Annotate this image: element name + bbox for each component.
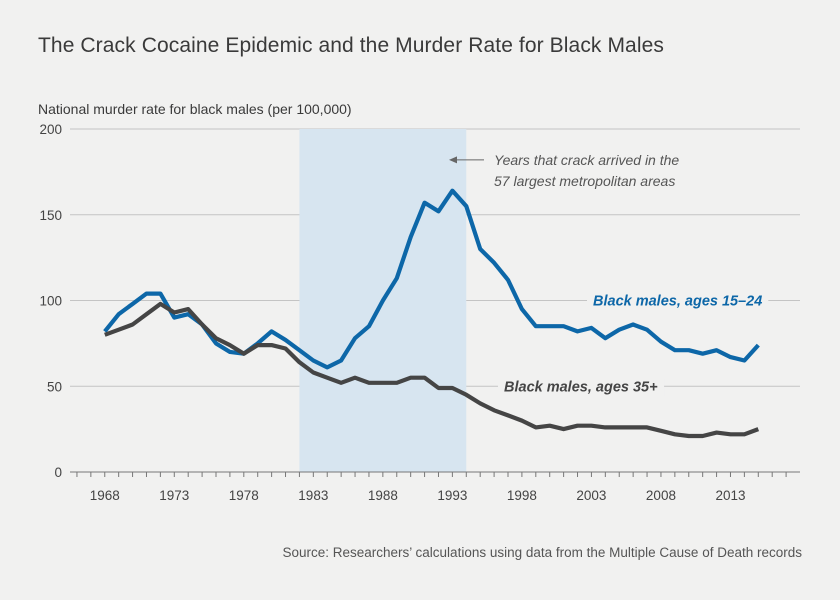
x-tick-1993: 1993 xyxy=(437,488,467,503)
x-tick-1983: 1983 xyxy=(298,488,328,503)
annotation-arrow-head xyxy=(449,156,457,164)
shaded-region-annotation: Years that crack arrived in the 57 large… xyxy=(449,152,679,189)
source-note: Source: Researchers’ calculations using … xyxy=(282,545,802,560)
x-tick-1968: 1968 xyxy=(90,488,120,503)
x-tick-2008: 2008 xyxy=(646,488,676,503)
series-label-background-35-plus xyxy=(498,378,665,397)
x-tick-1973: 1973 xyxy=(159,488,189,503)
x-tick-2013: 2013 xyxy=(715,488,745,503)
series-line-0 xyxy=(103,188,760,370)
series-line-1 xyxy=(104,301,760,439)
series-label-text-15-24: Black males, ages 15–24 xyxy=(593,294,762,310)
x-tick-1988: 1988 xyxy=(368,488,398,503)
series-lines xyxy=(103,188,760,439)
x-tick-1978: 1978 xyxy=(229,488,259,503)
series-label-15-24: Black males, ages 15–24 xyxy=(587,292,769,311)
annotation-line-1: Years that crack arrived in the xyxy=(494,152,679,168)
x-tick-2003: 2003 xyxy=(576,488,606,503)
y-tick-150: 150 xyxy=(39,208,62,223)
y-tick-50: 50 xyxy=(47,379,62,394)
x-tick-1998: 1998 xyxy=(507,488,537,503)
series-label-35-plus: Black males, ages 35+ xyxy=(498,378,665,397)
y-axis-label: National murder rate for black males (pe… xyxy=(38,101,352,117)
chart-title: The Crack Cocaine Epidemic and the Murde… xyxy=(38,34,664,57)
annotation-line-2: 57 largest metropolitan areas xyxy=(494,173,675,189)
y-tick-0: 0 xyxy=(54,465,62,480)
series-label-text-35-plus: Black males, ages 35+ xyxy=(504,379,658,395)
x-tick-labels: 1968 1973 1978 1983 1988 1993 1998 2003 2008 2013 xyxy=(76,472,787,503)
series-label-background-15-24 xyxy=(587,292,769,311)
y-tick-100: 100 xyxy=(39,294,62,309)
y-tick-200: 200 xyxy=(39,122,62,137)
y-tick-labels: 0 50 100 150 200 xyxy=(39,122,800,480)
